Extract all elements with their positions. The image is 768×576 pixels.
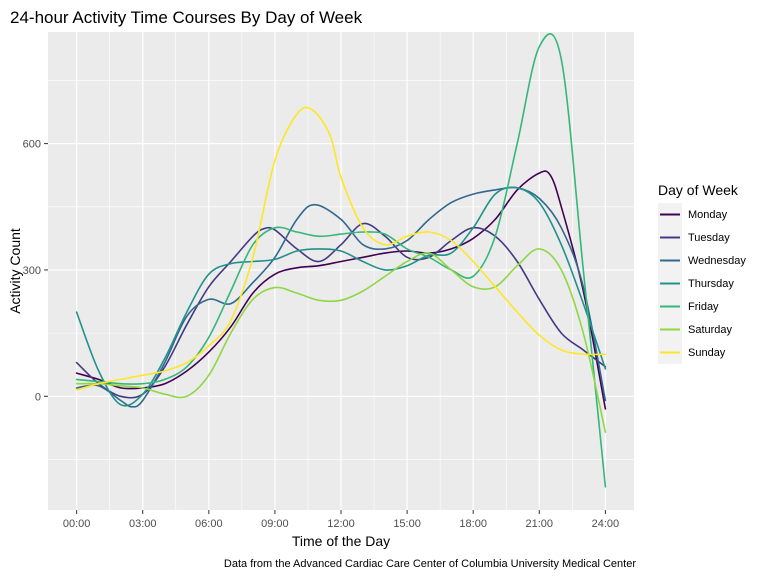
x-tick-label: 21:00 xyxy=(526,518,554,530)
legend-label-sunday: Sunday xyxy=(688,347,726,359)
legend-label-friday: Friday xyxy=(688,301,719,313)
legend-label-wednesday: Wednesday xyxy=(688,255,746,267)
grid xyxy=(48,32,634,510)
series-line-saturday xyxy=(75,248,607,433)
y-axis: 0 300 600 xyxy=(23,139,48,403)
y-tick-label: 300 xyxy=(23,265,41,277)
series-line-thursday xyxy=(75,186,607,407)
y-tick-label: 0 xyxy=(35,391,41,403)
x-tick-label: 00:00 xyxy=(63,518,91,530)
x-tick-label: 09:00 xyxy=(261,518,289,530)
x-axis-title: Time of the Day xyxy=(292,533,390,549)
x-tick-label: 06:00 xyxy=(195,518,223,530)
y-axis-title: Activity Count xyxy=(7,228,23,314)
series-line-monday xyxy=(75,170,607,410)
x-tick-label: 24:00 xyxy=(592,518,620,530)
series-line-tuesday xyxy=(75,222,607,399)
y-tick-label: 600 xyxy=(23,139,41,151)
series-line-sunday xyxy=(75,106,607,391)
series-line-friday xyxy=(75,33,607,488)
x-axis: 00:00 03:00 06:00 09:00 12:00 15:00 18:00 21:00… xyxy=(63,510,619,530)
chart-title: 24-hour Activity Time Courses By Day of … xyxy=(10,8,363,27)
legend-title: Day of Week xyxy=(658,182,739,198)
chart-caption: Data from the Advanced Cardiac Care Cent… xyxy=(224,558,636,570)
x-tick-label: 18:00 xyxy=(459,518,487,530)
legend-label-tuesday: Tuesday xyxy=(688,232,730,244)
series-lines xyxy=(75,33,607,488)
x-tick-label: 15:00 xyxy=(393,518,421,530)
legend-label-thursday: Thursday xyxy=(688,278,734,290)
legend-label-saturday: Saturday xyxy=(688,324,733,336)
x-tick-label: 03:00 xyxy=(129,518,157,530)
x-tick-label: 12:00 xyxy=(327,518,355,530)
legend-label-monday: Monday xyxy=(688,209,728,221)
legend: Day of Week Monday Tuesday Wednesday Thursd… xyxy=(658,182,746,364)
